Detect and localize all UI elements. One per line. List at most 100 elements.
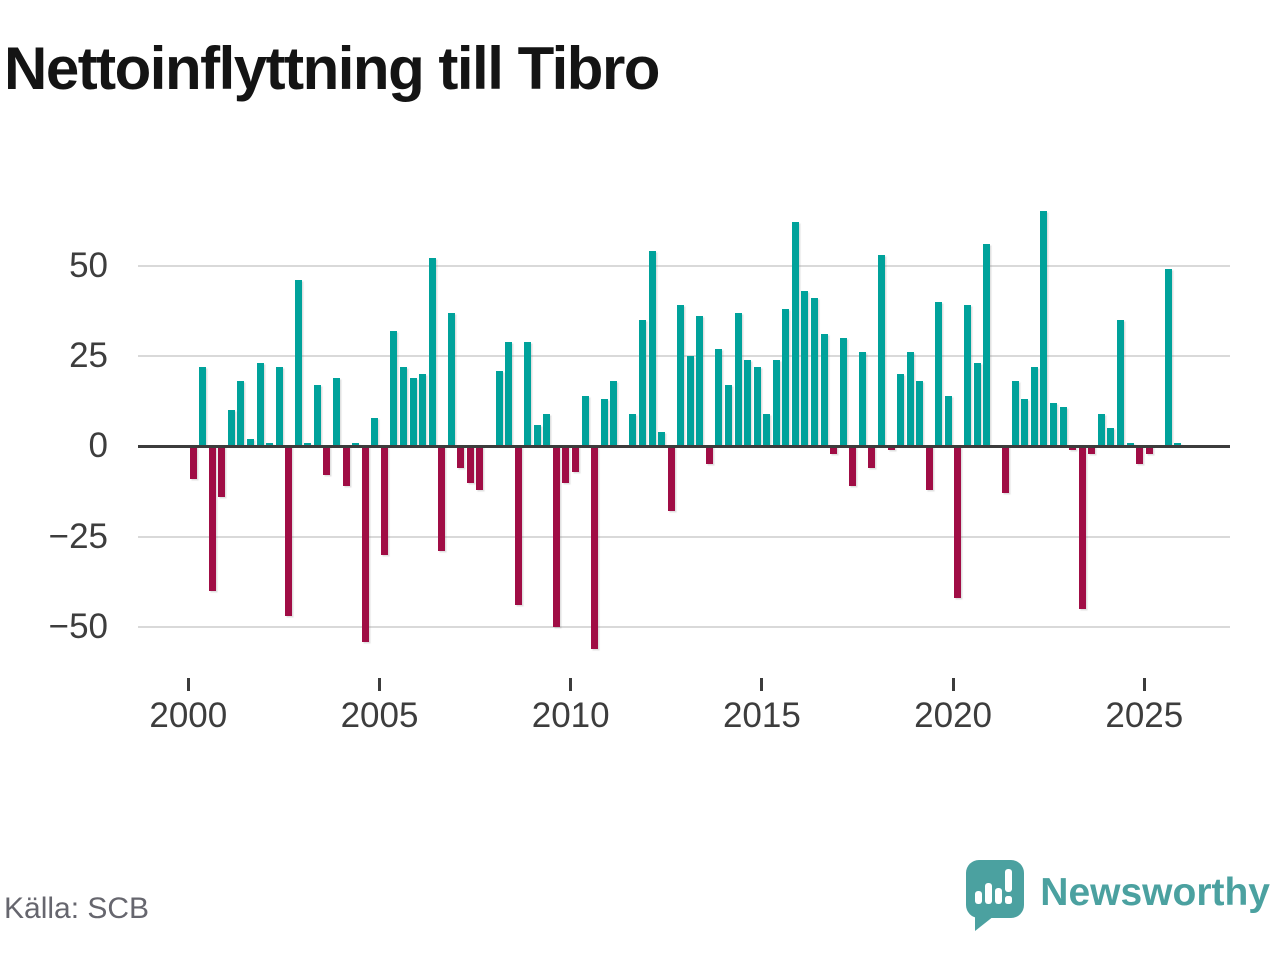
- bar-negative: [667, 446, 675, 512]
- bar-positive: [419, 374, 426, 447]
- bar-positive: [638, 319, 646, 447]
- gridline: [138, 264, 1230, 267]
- zero-line: [138, 444, 1230, 448]
- bar-positive: [266, 442, 274, 447]
- bar-negative: [705, 446, 713, 465]
- bar-positive: [1021, 399, 1029, 447]
- bar-negative: [218, 446, 226, 497]
- bar-positive: [543, 413, 551, 447]
- x-tick-label: 2025: [1105, 696, 1184, 735]
- bar-positive: [696, 316, 704, 447]
- bar-negative: [1136, 446, 1143, 465]
- bar-positive: [935, 301, 943, 447]
- bar-positive: [686, 356, 694, 447]
- bar-negative: [285, 446, 293, 617]
- bar-positive: [409, 377, 417, 447]
- source-label: Källa: SCB: [4, 892, 150, 925]
- bar-positive: [600, 399, 608, 447]
- bar-positive: [1011, 381, 1019, 447]
- bar-positive: [524, 341, 532, 447]
- bar-positive: [944, 395, 952, 447]
- bar-negative: [887, 446, 895, 450]
- bar-positive: [333, 377, 340, 447]
- bar-negative: [1002, 446, 1010, 494]
- x-tick-mark: [569, 678, 573, 691]
- bar-positive: [983, 243, 991, 447]
- bar-positive: [610, 381, 618, 447]
- bar-positive: [820, 334, 828, 447]
- bar-positive: [227, 410, 235, 447]
- bar-positive: [581, 395, 589, 447]
- bar-negative: [466, 446, 474, 483]
- bar-positive: [1059, 406, 1067, 447]
- bar-positive: [1097, 413, 1105, 447]
- bar-positive: [791, 222, 799, 447]
- bar-positive: [963, 305, 971, 447]
- bar-positive: [782, 309, 790, 447]
- bar-negative: [849, 446, 857, 487]
- bar-negative: [562, 446, 570, 483]
- bar-negative: [476, 446, 484, 490]
- y-tick-label: −25: [48, 516, 108, 556]
- bar-positive: [275, 366, 283, 447]
- bar-positive: [1126, 442, 1134, 447]
- newsworthy-logo-icon: [966, 860, 1025, 931]
- bar-positive: [1030, 366, 1038, 447]
- bar-negative: [925, 446, 933, 490]
- bar-positive: [916, 381, 924, 447]
- bar-negative: [572, 446, 579, 472]
- bar-positive: [858, 352, 866, 447]
- bar-positive: [772, 359, 780, 447]
- bar-positive: [237, 381, 245, 447]
- bar-positive: [390, 330, 398, 447]
- bar-negative: [361, 446, 369, 642]
- bar-positive: [256, 363, 264, 447]
- bar-negative: [208, 446, 216, 591]
- x-tick-label: 2020: [914, 696, 993, 735]
- bar-negative: [323, 446, 331, 476]
- bar-positive: [495, 370, 503, 447]
- chart-title: Nettoinflyttning till Tibro: [4, 35, 660, 102]
- bar-positive: [428, 258, 436, 447]
- bar-negative: [1078, 446, 1086, 610]
- bar-positive: [906, 352, 914, 447]
- x-tick-label: 2015: [722, 696, 801, 735]
- bar-negative: [954, 446, 962, 599]
- bar-positive: [199, 366, 207, 447]
- bar-positive: [1164, 269, 1172, 447]
- bar-positive: [1050, 403, 1057, 447]
- x-tick-mark: [760, 678, 764, 691]
- x-tick-label: 2000: [149, 696, 228, 735]
- bar-positive: [313, 384, 321, 447]
- bar-positive: [897, 374, 904, 447]
- bar-positive: [1107, 428, 1115, 447]
- brand-name: Newsworthy: [1040, 871, 1270, 914]
- bar-positive: [399, 366, 407, 447]
- gridline: [138, 626, 1230, 629]
- bar-positive: [763, 413, 771, 447]
- y-tick-label: 0: [88, 426, 108, 466]
- bar-positive: [811, 298, 818, 447]
- bar-negative: [830, 446, 838, 454]
- bar-negative: [1145, 446, 1153, 454]
- bar-positive: [447, 312, 455, 447]
- bar-positive: [304, 442, 312, 447]
- bar-positive: [839, 337, 847, 447]
- bar-positive: [294, 280, 302, 447]
- bar-negative: [342, 446, 350, 487]
- bar-positive: [677, 305, 685, 447]
- bar-positive: [753, 366, 761, 447]
- bar-positive: [246, 439, 254, 447]
- x-tick-label: 2010: [531, 696, 610, 735]
- bar-negative: [1088, 446, 1096, 454]
- bar-negative: [189, 446, 197, 479]
- y-tick-label: −50: [48, 607, 108, 647]
- bar-positive: [658, 431, 665, 447]
- bar-positive: [715, 348, 723, 447]
- y-tick-label: 25: [69, 336, 108, 375]
- bar-positive: [1040, 211, 1048, 447]
- bar-positive: [371, 417, 379, 447]
- brand-lockup: Newsworthy: [966, 860, 1270, 931]
- bar-negative: [552, 446, 560, 628]
